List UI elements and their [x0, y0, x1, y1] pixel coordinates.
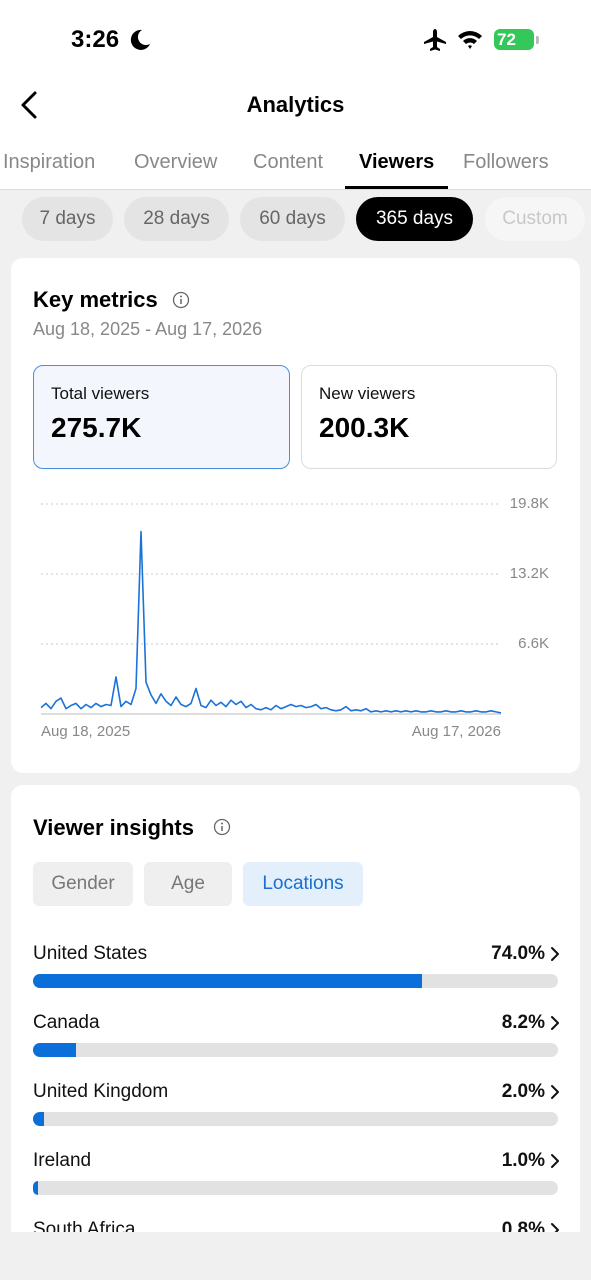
- bar: [33, 1181, 39, 1195]
- range-pill[interactable]: 365 days: [356, 197, 473, 241]
- wifi-icon: [458, 31, 482, 49]
- y-tick-label: 6.6K: [518, 635, 549, 652]
- location-row[interactable]: United Kingdom 2.0%: [11, 1080, 580, 1140]
- battery-level: 72: [497, 30, 516, 49]
- tab[interactable]: Content: [253, 151, 324, 173]
- airplane-icon: [424, 29, 446, 51]
- location-name: United Kingdom: [33, 1081, 169, 1102]
- status-time: 3:26: [71, 26, 120, 53]
- location-row[interactable]: South Africa 0.8%: [11, 1218, 580, 1232]
- info-icon[interactable]: [172, 291, 190, 309]
- chevron: [551, 947, 559, 961]
- range-pill[interactable]: 60 days: [240, 197, 345, 241]
- bar: [33, 1112, 44, 1126]
- back-button[interactable]: [18, 90, 42, 120]
- bar-track: [33, 1181, 558, 1195]
- battery: [494, 29, 534, 50]
- metric-label: New viewers: [319, 384, 416, 403]
- section-title: Viewer insights: [33, 815, 194, 840]
- section-title: Key metrics: [33, 287, 158, 312]
- location-percent: 2.0%: [501, 1081, 545, 1102]
- metric-value: 275.7K: [51, 412, 142, 443]
- data-line: [40, 530, 502, 714]
- location-row[interactable]: Canada 8.2%: [11, 1011, 580, 1071]
- location-row[interactable]: Ireland 1.0%: [11, 1149, 580, 1209]
- location-row[interactable]: United States 74.0%: [11, 942, 580, 1002]
- top-bar: [0, 0, 591, 189]
- tab[interactable]: Viewers: [359, 151, 435, 173]
- location-name: United States: [33, 943, 148, 964]
- info-icon[interactable]: [213, 818, 231, 836]
- chevron: [551, 1085, 559, 1099]
- location-name: Canada: [33, 1012, 100, 1033]
- range-pill[interactable]: 7 days: [22, 197, 113, 241]
- x-tick-label: Aug 18, 2025: [41, 723, 130, 740]
- range-pill[interactable]: Custom: [485, 197, 585, 241]
- tab-indicator: [345, 186, 448, 189]
- line-chart: 6.6K 13.2K 19.8K Aug 18, 2025 Aug 17, 2026: [40, 495, 549, 740]
- location-percent: 74.0%: [491, 943, 545, 964]
- viewer-insights-card: Viewer insights Gender Age Locations United…: [11, 785, 580, 1232]
- tab[interactable]: Inspiration: [3, 151, 96, 173]
- chevron: [551, 1154, 559, 1168]
- location-name: South Africa: [33, 1219, 136, 1232]
- bar-track: [33, 1112, 558, 1126]
- tab[interactable]: Overview: [134, 151, 218, 173]
- chevron: [551, 1223, 559, 1232]
- tab-divider: [0, 189, 591, 190]
- bar-track: [33, 1043, 558, 1057]
- range-pill[interactable]: 28 days: [124, 197, 229, 241]
- key-metrics-card: [11, 258, 580, 773]
- insight-tab[interactable]: Age: [144, 862, 232, 906]
- chevron: [551, 1016, 559, 1030]
- location-name: Ireland: [33, 1150, 92, 1171]
- date-range: Aug 18, 2025 - Aug 17, 2026: [33, 319, 263, 339]
- location-percent: 8.2%: [501, 1012, 545, 1033]
- location-percent: 0.8%: [501, 1219, 545, 1232]
- battery-tip: [536, 36, 539, 44]
- metric-box[interactable]: Total viewers 275.7K: [33, 365, 290, 469]
- location-percent: 1.0%: [501, 1150, 545, 1171]
- metric-value: 200.3K: [319, 412, 410, 443]
- bar: [33, 974, 422, 988]
- bar: [33, 1043, 77, 1057]
- insight-tab[interactable]: Locations: [243, 862, 363, 906]
- insight-tab[interactable]: Gender: [33, 862, 133, 906]
- moon-icon: [130, 29, 150, 50]
- y-tick-label: 13.2K: [510, 565, 549, 582]
- metric-box[interactable]: New viewers 200.3K: [301, 365, 557, 469]
- x-tick-label: Aug 17, 2026: [412, 723, 501, 740]
- metric-label: Total viewers: [51, 384, 150, 403]
- y-tick-label: 19.8K: [510, 495, 549, 512]
- page-title: Analytics: [246, 92, 345, 117]
- tab[interactable]: Followers: [463, 151, 549, 173]
